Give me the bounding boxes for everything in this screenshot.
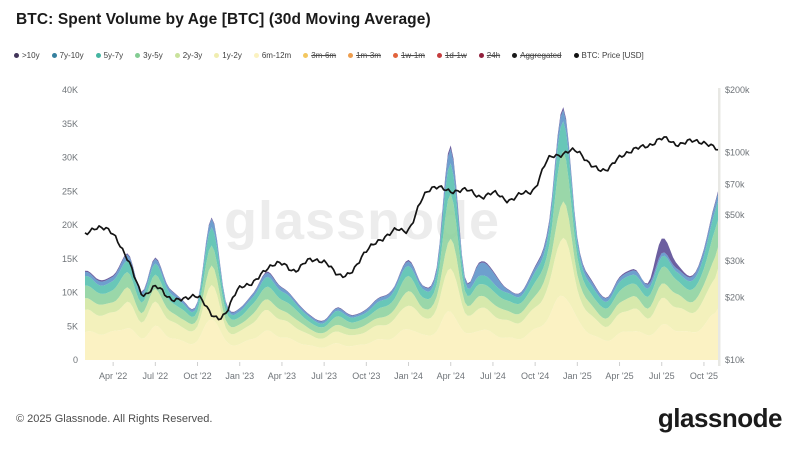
- legend-item-label: 6m-12m: [261, 51, 292, 60]
- x-axis-tick-label: Jul '25: [649, 371, 675, 381]
- legend-item[interactable]: 3y-5y: [135, 51, 163, 60]
- legend-color-dot: [392, 53, 398, 58]
- glassnode-logo: glassnode: [657, 403, 783, 433]
- legend-item[interactable]: 5y-7y: [95, 51, 124, 60]
- chart-legend: >10y 7y-10y 5y-7y 3y-5y 2y-3y 1y-2y 6m-12m 3m-6…: [14, 51, 794, 60]
- legend-item-label: 1d-1w: [444, 51, 467, 60]
- legend-item-label: Aggregated: [520, 51, 562, 60]
- left-axis-tick-label: 35K: [62, 119, 78, 129]
- legend-color-dot: [573, 53, 579, 58]
- right-axis-tick-label: $100k: [725, 147, 750, 157]
- legend-item[interactable]: Aggregated: [512, 51, 562, 60]
- left-axis-tick-label: 5K: [67, 321, 78, 331]
- x-axis-tick-label: Jul '24: [480, 371, 506, 381]
- price-line: [84, 136, 719, 321]
- legend-color-dot: [135, 53, 141, 58]
- legend-color-dot: [51, 53, 57, 58]
- legend-item-label: 5y-7y: [103, 51, 124, 60]
- legend-color-dot: [14, 53, 19, 58]
- legend-item[interactable]: 1m-3m: [348, 51, 381, 60]
- x-axis-tick-label: Jul '23: [311, 371, 337, 381]
- x-axis-tick-label: Oct '22: [183, 371, 211, 381]
- x-axis-tick-label: Jul '22: [142, 371, 168, 381]
- legend-item[interactable]: 3m-6m: [303, 51, 336, 60]
- legend-color-dot: [512, 53, 518, 58]
- legend-item-label: 1m-3m: [356, 51, 381, 60]
- area-series-3y-5y: [85, 150, 718, 334]
- x-axis-tick-label: Apr '23: [268, 371, 296, 381]
- x-axis-tick-label: Apr '25: [605, 371, 633, 381]
- left-axis-tick-label: 20K: [62, 220, 78, 230]
- legend-item[interactable]: 1w-1m: [392, 51, 425, 60]
- x-axis-tick-label: Jan '24: [394, 371, 423, 381]
- left-axis-tick-label: 25K: [62, 186, 78, 196]
- legend-item-label: 24h: [486, 51, 501, 60]
- legend-item[interactable]: 1d-1w: [436, 51, 467, 60]
- right-axis-tick-label: $20k: [725, 293, 745, 303]
- x-axis-tick-label: Apr '22: [99, 371, 127, 381]
- right-axis-tick-label: $10k: [725, 355, 745, 365]
- legend-color-dot: [478, 53, 484, 58]
- x-axis-tick-label: Jan '23: [225, 371, 254, 381]
- right-axis-spine: [718, 88, 721, 366]
- legend-item-label: 1w-1m: [400, 51, 425, 60]
- area-series-2y-3y: [85, 201, 718, 339]
- legend-item-label: 1y-2y: [222, 51, 242, 60]
- area-series-6m-12m: [85, 295, 718, 360]
- legend-color-dot: [348, 53, 354, 58]
- page-title: BTC: Spent Volume by Age [BTC] (30d Movi…: [16, 11, 431, 28]
- legend-color-dot: [95, 53, 101, 58]
- left-axis-tick-label: 15K: [62, 254, 78, 264]
- legend-item-label: >10y: [22, 51, 40, 60]
- right-axis-tick-label: $70k: [725, 180, 745, 190]
- legend-item-label: 3y-5y: [143, 51, 163, 60]
- legend-color-dot: [303, 53, 309, 58]
- legend-item[interactable]: >10y: [14, 51, 40, 60]
- legend-color-dot: [253, 53, 259, 58]
- legend-item-label: 2y-3y: [182, 51, 203, 60]
- right-axis-tick-label: $200k: [725, 85, 750, 95]
- legend-item-label: 3m-6m: [311, 51, 337, 60]
- legend-color-dot: [436, 53, 442, 58]
- legend-item[interactable]: 6m-12m: [253, 51, 292, 60]
- area-series-1y-2y: [85, 237, 718, 348]
- x-axis-tick-label: Oct '24: [521, 371, 549, 381]
- right-axis-tick-label: $50k: [725, 210, 745, 220]
- left-axis-tick-label: 10K: [62, 288, 78, 298]
- legend-color-dot: [214, 53, 220, 58]
- legend-item[interactable]: BTC: Price [USD]: [573, 51, 644, 60]
- left-axis-tick-label: 40K: [62, 85, 78, 95]
- left-axis-tick-label: 30K: [62, 153, 78, 163]
- x-axis-tick-label: Apr '24: [437, 371, 465, 381]
- right-axis-tick-label: $30k: [725, 256, 745, 266]
- legend-item-label: BTC: Price [USD]: [581, 51, 644, 60]
- x-axis-tick-label: Oct '23: [352, 371, 380, 381]
- legend-item[interactable]: 2y-3y: [174, 51, 203, 60]
- legend-item[interactable]: 7y-10y: [51, 51, 84, 60]
- x-axis-tick-label: Jan '25: [563, 371, 592, 381]
- copyright-text: © 2025 Glassnode. All Rights Reserved.: [16, 413, 213, 425]
- legend-item[interactable]: 24h: [478, 51, 501, 60]
- legend-item-label: 7y-10y: [59, 51, 84, 60]
- left-axis-tick-label: 0: [73, 355, 78, 365]
- legend-color-dot: [174, 53, 180, 58]
- legend-item[interactable]: 1y-2y: [214, 51, 242, 60]
- x-axis-tick-label: Oct '25: [690, 371, 718, 381]
